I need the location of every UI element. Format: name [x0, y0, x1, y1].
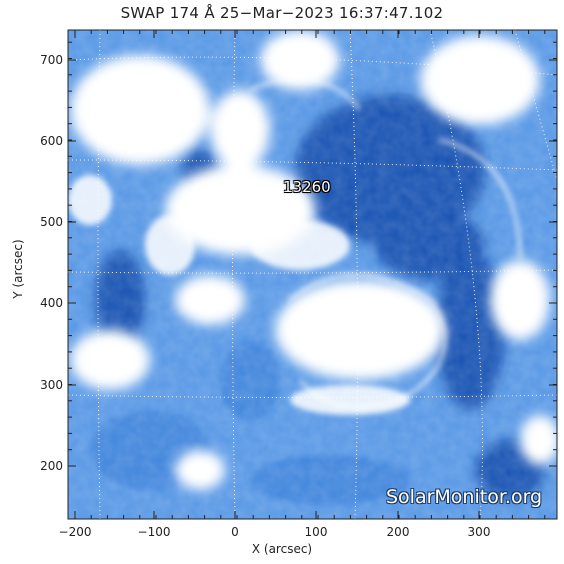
x-tick-label: −200: [59, 525, 92, 539]
y-tick-label: 400: [40, 296, 63, 310]
solarmonitor-watermark: SolarMonitor.org: [386, 486, 543, 508]
x-tick-label: 100: [305, 525, 328, 539]
y-tick-label: 700: [40, 53, 63, 67]
y-tick-label: 200: [40, 459, 63, 473]
y-tick-label: 500: [40, 215, 63, 229]
coordinate-grid: [68, 30, 557, 519]
x-tick-label: 0: [231, 525, 239, 539]
x-axis-label: X (arcsec): [251, 542, 313, 556]
x-tick-label: 300: [468, 525, 491, 539]
y-tick-label: 300: [40, 378, 63, 392]
y-tick-label: 600: [40, 134, 63, 148]
x-tick-label: −100: [138, 525, 171, 539]
x-tick-label: 200: [387, 525, 410, 539]
image-title: SWAP 174 Å 25−Mar−2023 16:37:47.102: [120, 4, 444, 22]
y-axis-label: Y (arcsec): [11, 239, 25, 299]
active-region-label: 13260: [283, 178, 331, 196]
axes-frame: [67, 29, 558, 520]
euv-image: [68, 30, 557, 519]
